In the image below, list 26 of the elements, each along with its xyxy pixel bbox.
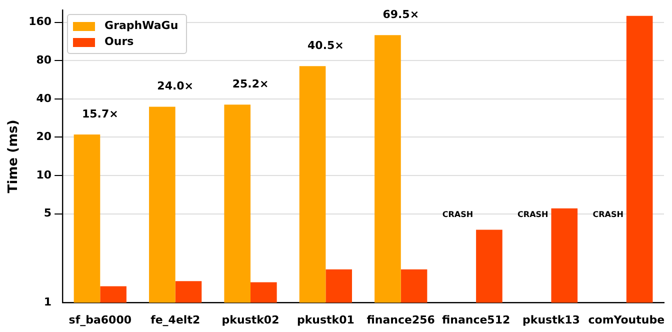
x-tick-label: pkustk13: [522, 313, 580, 326]
y-tick-label: 160: [28, 15, 52, 28]
y-tick-label: 5: [44, 206, 52, 220]
x-tick-label: comYoutube: [588, 313, 665, 326]
annotation: CRASH: [518, 210, 548, 219]
annotation: CRASH: [592, 210, 624, 219]
annotation: CRASH: [442, 210, 474, 219]
annotation: 40.5×: [308, 39, 344, 52]
y-tick-label: 1: [44, 296, 52, 309]
y-tick-label: 10: [36, 168, 52, 182]
y-tick-label: 20: [36, 130, 52, 144]
x-tick-label: sf_ba6000: [68, 313, 132, 326]
x-tick-label: pkustk01: [296, 313, 354, 326]
annotation: 25.2×: [232, 77, 269, 90]
y-axis-title: Time (ms): [6, 120, 22, 194]
x-tick-label: fe_4elt2: [150, 313, 200, 326]
annotation: 24.0×: [157, 80, 194, 93]
annotation: 15.7×: [82, 107, 118, 120]
legend-label: Ours: [104, 34, 134, 50]
legend-label: GraphWaGu: [104, 18, 178, 34]
x-tick-label: finance512: [442, 313, 510, 326]
y-tick-label: 40: [36, 92, 52, 105]
x-tick-label: pkustk02: [222, 313, 280, 326]
y-tick-label: 80: [36, 53, 52, 66]
x-tick-label: finance256: [366, 313, 436, 326]
annotation: 69.5×: [382, 8, 420, 21]
